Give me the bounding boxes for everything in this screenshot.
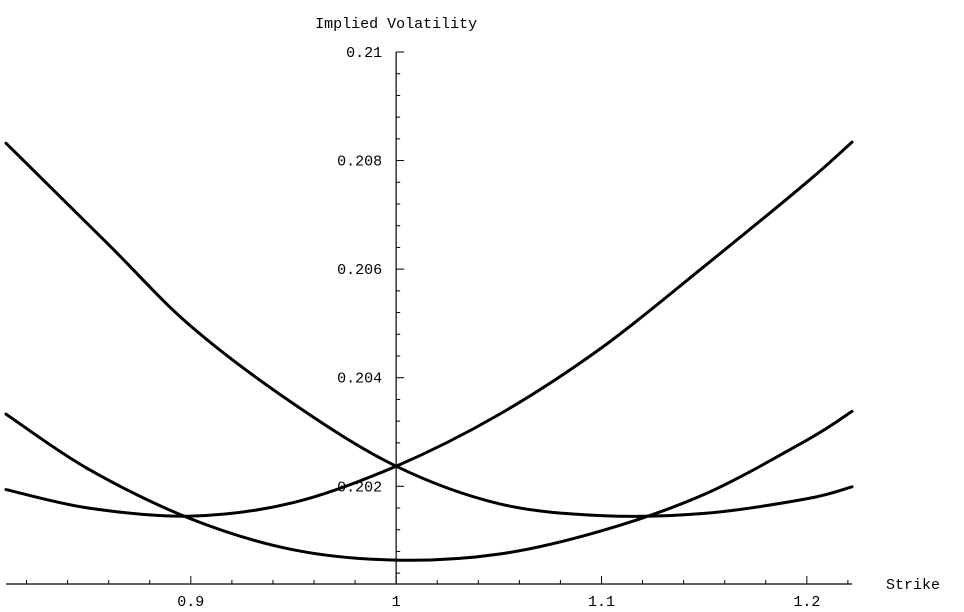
y-axis-label: Implied Volatility (315, 16, 477, 33)
y-tick-label: 0.206 (337, 262, 382, 279)
axes (6, 52, 852, 585)
series-curves (4, 140, 854, 562)
x-tick-label: 1.1 (588, 594, 615, 611)
series-line-3 (4, 409, 854, 562)
x-tick-label: 0.9 (177, 594, 204, 611)
y-tick-label: 0.21 (346, 45, 382, 62)
x-ticks: 0.9 1 1.1 1.2 (26, 576, 849, 611)
y-tick-label: 0.208 (337, 154, 382, 171)
x-tick-label: 1.2 (793, 594, 820, 611)
series-line-1 (4, 141, 854, 518)
y-tick-label: 0.204 (337, 371, 382, 388)
y-tick-label: 0.202 (337, 479, 382, 496)
x-axis-label: Strike (886, 577, 940, 594)
x-tick-label: 1 (392, 594, 401, 611)
series-line-2 (4, 140, 854, 518)
y-ticks: 0.202 0.204 0.206 0.208 0.21 (337, 45, 405, 574)
